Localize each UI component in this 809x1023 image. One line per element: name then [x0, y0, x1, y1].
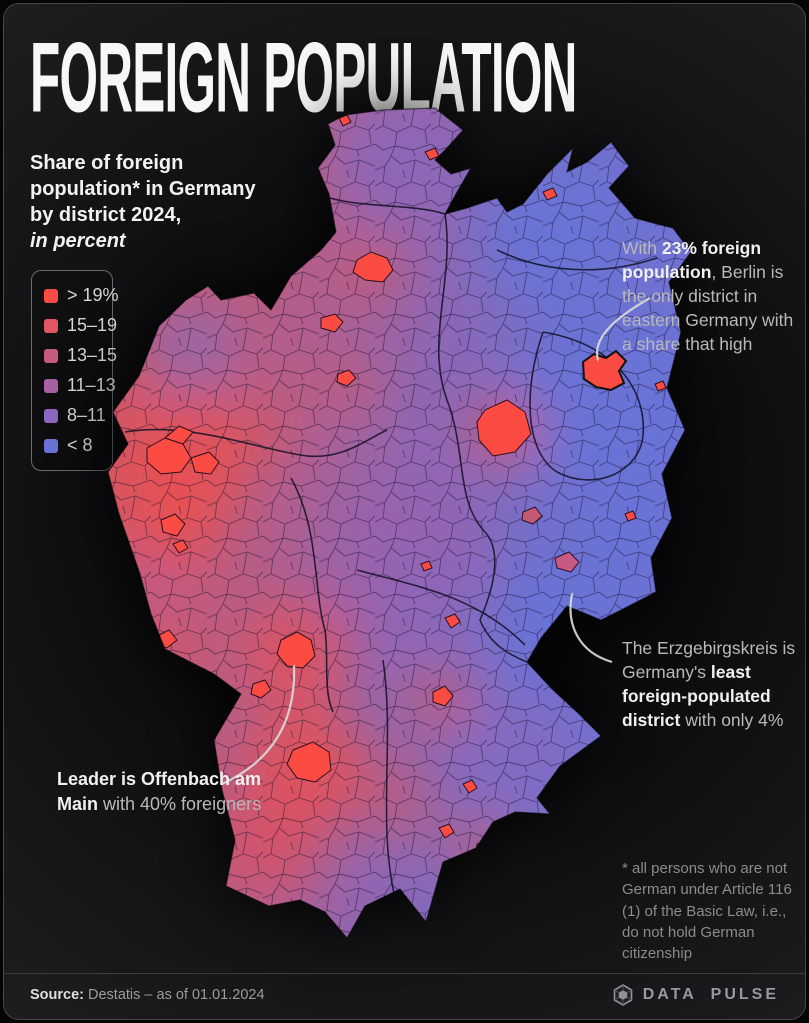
district-bremen: [320, 313, 344, 333]
annotation-offenbach: Leader is Offenbach am Main with 40% for…: [57, 769, 262, 814]
legend-item: 11–13: [44, 375, 116, 396]
germany-outline: [107, 107, 692, 939]
page-title: FOREIGN POPULATION: [30, 21, 577, 133]
legend-item: 8–11: [44, 405, 106, 426]
legend-swatch: [44, 438, 58, 453]
subtitle: Share of foreign population* in Germany …: [30, 150, 282, 254]
footnote: * all persons who are not German under A…: [622, 860, 792, 963]
legend-swatch: [44, 348, 58, 363]
legend-swatch: [44, 408, 58, 423]
legend-item: < 8: [44, 435, 100, 456]
brand: DATA PULSE: [611, 983, 779, 1007]
footer: Source: Destatis – as of 01.01.2024 DATA …: [4, 973, 805, 1015]
legend-swatch: [44, 318, 58, 333]
map-fill: [108, 108, 691, 938]
germany-choropleth-map: [107, 107, 692, 939]
legend-item-label: 15–19: [67, 315, 118, 335]
state-borders: [124, 197, 658, 899]
subtitle-main: Share of foreign population* in Germany …: [30, 152, 256, 226]
annotation-erzgebirgskreis: The Erzgebirgskreis is Germany's least f…: [622, 638, 796, 730]
source-text: Destatis – as of 01.01.2024: [88, 986, 265, 1003]
source-line: Source: Destatis – as of 01.01.2024: [30, 987, 265, 1003]
brand-name: DATA PULSE: [642, 985, 779, 1003]
legend-item-label: 13–15: [67, 345, 118, 365]
mid-share-districts: [521, 506, 580, 573]
legend-item-label: 11–13: [67, 375, 116, 395]
datapulse-logo-icon: [613, 983, 633, 1006]
district-hamburg: [352, 251, 394, 283]
legend-item: 15–19: [44, 315, 117, 336]
legend-item: > 19%: [44, 285, 119, 306]
legend-item: 13–15: [44, 345, 117, 366]
legend-item-label: < 8: [67, 435, 93, 455]
legend-item-label: 8–11: [67, 405, 106, 425]
legend-swatch: [44, 288, 58, 303]
source-label: Source:: [30, 986, 84, 1003]
district-offenbach: [276, 631, 316, 669]
legend-item-label: > 19%: [67, 285, 119, 305]
subtitle-emphasis: in percent: [30, 230, 126, 252]
legend-swatch: [44, 378, 58, 393]
annotation-berlin: With 23% foreign population, Berlin is t…: [622, 238, 794, 354]
legend: > 19% 15–19 13–15 11–13 8–11 < 8: [31, 270, 119, 471]
